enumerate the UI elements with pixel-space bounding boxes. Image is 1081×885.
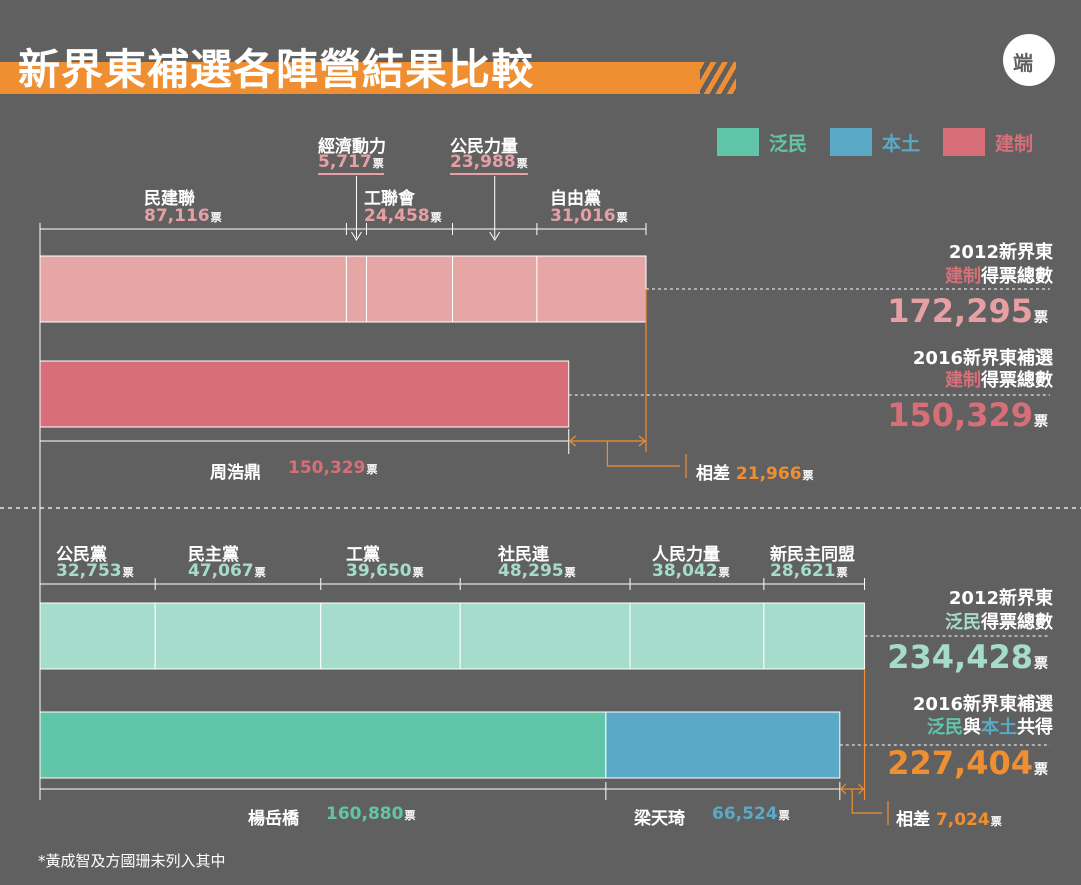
diff-leader — [851, 789, 882, 814]
bar-segment — [39, 255, 347, 323]
title-stripes — [676, 62, 736, 94]
diff-arrow — [858, 783, 865, 795]
right-2012-line2: 建制得票總數 — [945, 266, 1053, 287]
top-chart — [39, 176, 1050, 800]
party-name: 工聯會 — [364, 189, 415, 209]
legend-item-establishment: 建制 — [943, 128, 1033, 156]
diff-arrow — [568, 435, 577, 447]
bar-segment — [366, 255, 454, 323]
party-name: 社民連 — [498, 545, 549, 565]
party-name: 人民力量 — [652, 545, 720, 565]
right-2016-line2: 建制得票總數 — [945, 370, 1053, 391]
right-2012-total: 172,295票 — [887, 292, 1048, 330]
party-value: 47,067票 — [188, 561, 266, 581]
title-band — [0, 62, 700, 94]
candidate-value: 66,524票 — [712, 804, 790, 824]
legend-label: 泛民 — [769, 132, 808, 155]
right-2016-total: 227,404票 — [887, 744, 1048, 782]
bar-segment — [459, 602, 631, 670]
party-value: 23,988票 — [450, 152, 528, 175]
diff-arrow — [839, 783, 847, 795]
candidate-value: 150,329票 — [288, 458, 378, 478]
bar-segment — [536, 255, 647, 323]
right-2016-line1: 2016新界東補選 — [912, 348, 1053, 369]
legend-item-localist: 本土 — [830, 128, 920, 156]
candidate-name: 周浩鼎 — [210, 463, 261, 483]
bar-segment — [39, 711, 607, 779]
party-value: 38,042票 — [652, 561, 730, 581]
party-name: 工黨 — [346, 545, 380, 565]
right-2016-total: 150,329票 — [887, 396, 1048, 434]
diff-arrow — [638, 435, 646, 447]
legend-label: 建制 — [995, 132, 1034, 155]
diff-leader — [606, 441, 680, 467]
bar-segment — [605, 711, 841, 779]
candidate-value: 160,880票 — [326, 804, 416, 824]
party-name: 公民力量 — [450, 137, 518, 157]
right-2012-line1: 2012新界東 — [948, 242, 1053, 263]
bar-segment — [763, 602, 866, 670]
right-2016-line2: 泛民與本土共得 — [927, 717, 1053, 738]
legend-label: 本土 — [882, 132, 921, 155]
legend-swatch — [943, 128, 985, 156]
party-name: 民主黨 — [188, 545, 239, 565]
party-name: 新民主同盟 — [770, 545, 855, 565]
party-value: 48,295票 — [498, 561, 576, 581]
bar-segment — [320, 602, 461, 670]
legend-swatch — [830, 128, 872, 156]
logo-text: 端 — [1013, 51, 1033, 75]
right-2012-total: 234,428票 — [887, 638, 1048, 676]
bar-segment — [39, 602, 156, 670]
candidate-name: 楊岳橋 — [248, 809, 299, 829]
bar-segment — [154, 602, 322, 670]
logo-icon: 端 — [1003, 34, 1055, 86]
party-value: 31,016票 — [550, 206, 628, 226]
difference-label: 相差 21,966票 — [696, 464, 814, 484]
party-value: 28,621票 — [770, 561, 848, 581]
party-name: 民建聯 — [144, 189, 195, 209]
pointer-arrow — [489, 231, 501, 241]
legend-item-pan-dem: 泛民 — [717, 128, 807, 156]
right-2012-line1: 2012新界東 — [948, 588, 1053, 609]
party-value: 32,753票 — [56, 561, 134, 581]
footnote: *黃成智及方國珊未列入其中 — [38, 852, 226, 870]
legend-swatch — [717, 128, 759, 156]
party-value: 24,458票 — [364, 206, 442, 226]
right-2016-line1: 2016新界東補選 — [912, 694, 1053, 715]
bar-segment — [452, 255, 538, 323]
bar-segment — [39, 360, 570, 428]
right-2012-line2: 泛民得票總數 — [945, 612, 1053, 633]
party-value: 87,116票 — [144, 206, 222, 226]
bar-segment — [345, 255, 368, 323]
difference-label: 相差 7,024票 — [896, 810, 1002, 830]
party-value: 39,650票 — [346, 561, 424, 581]
candidate-name: 梁天琦 — [634, 809, 685, 829]
bottom-chart — [39, 578, 1050, 825]
party-name: 自由黨 — [550, 189, 601, 209]
party-name: 經濟動力 — [318, 137, 386, 157]
pointer-arrow — [351, 231, 362, 241]
bar-segment — [629, 602, 765, 670]
party-name: 公民黨 — [56, 545, 107, 565]
page-title: 新界東補選各陣營結果比較 — [18, 45, 535, 94]
party-value: 5,717票 — [318, 152, 384, 175]
